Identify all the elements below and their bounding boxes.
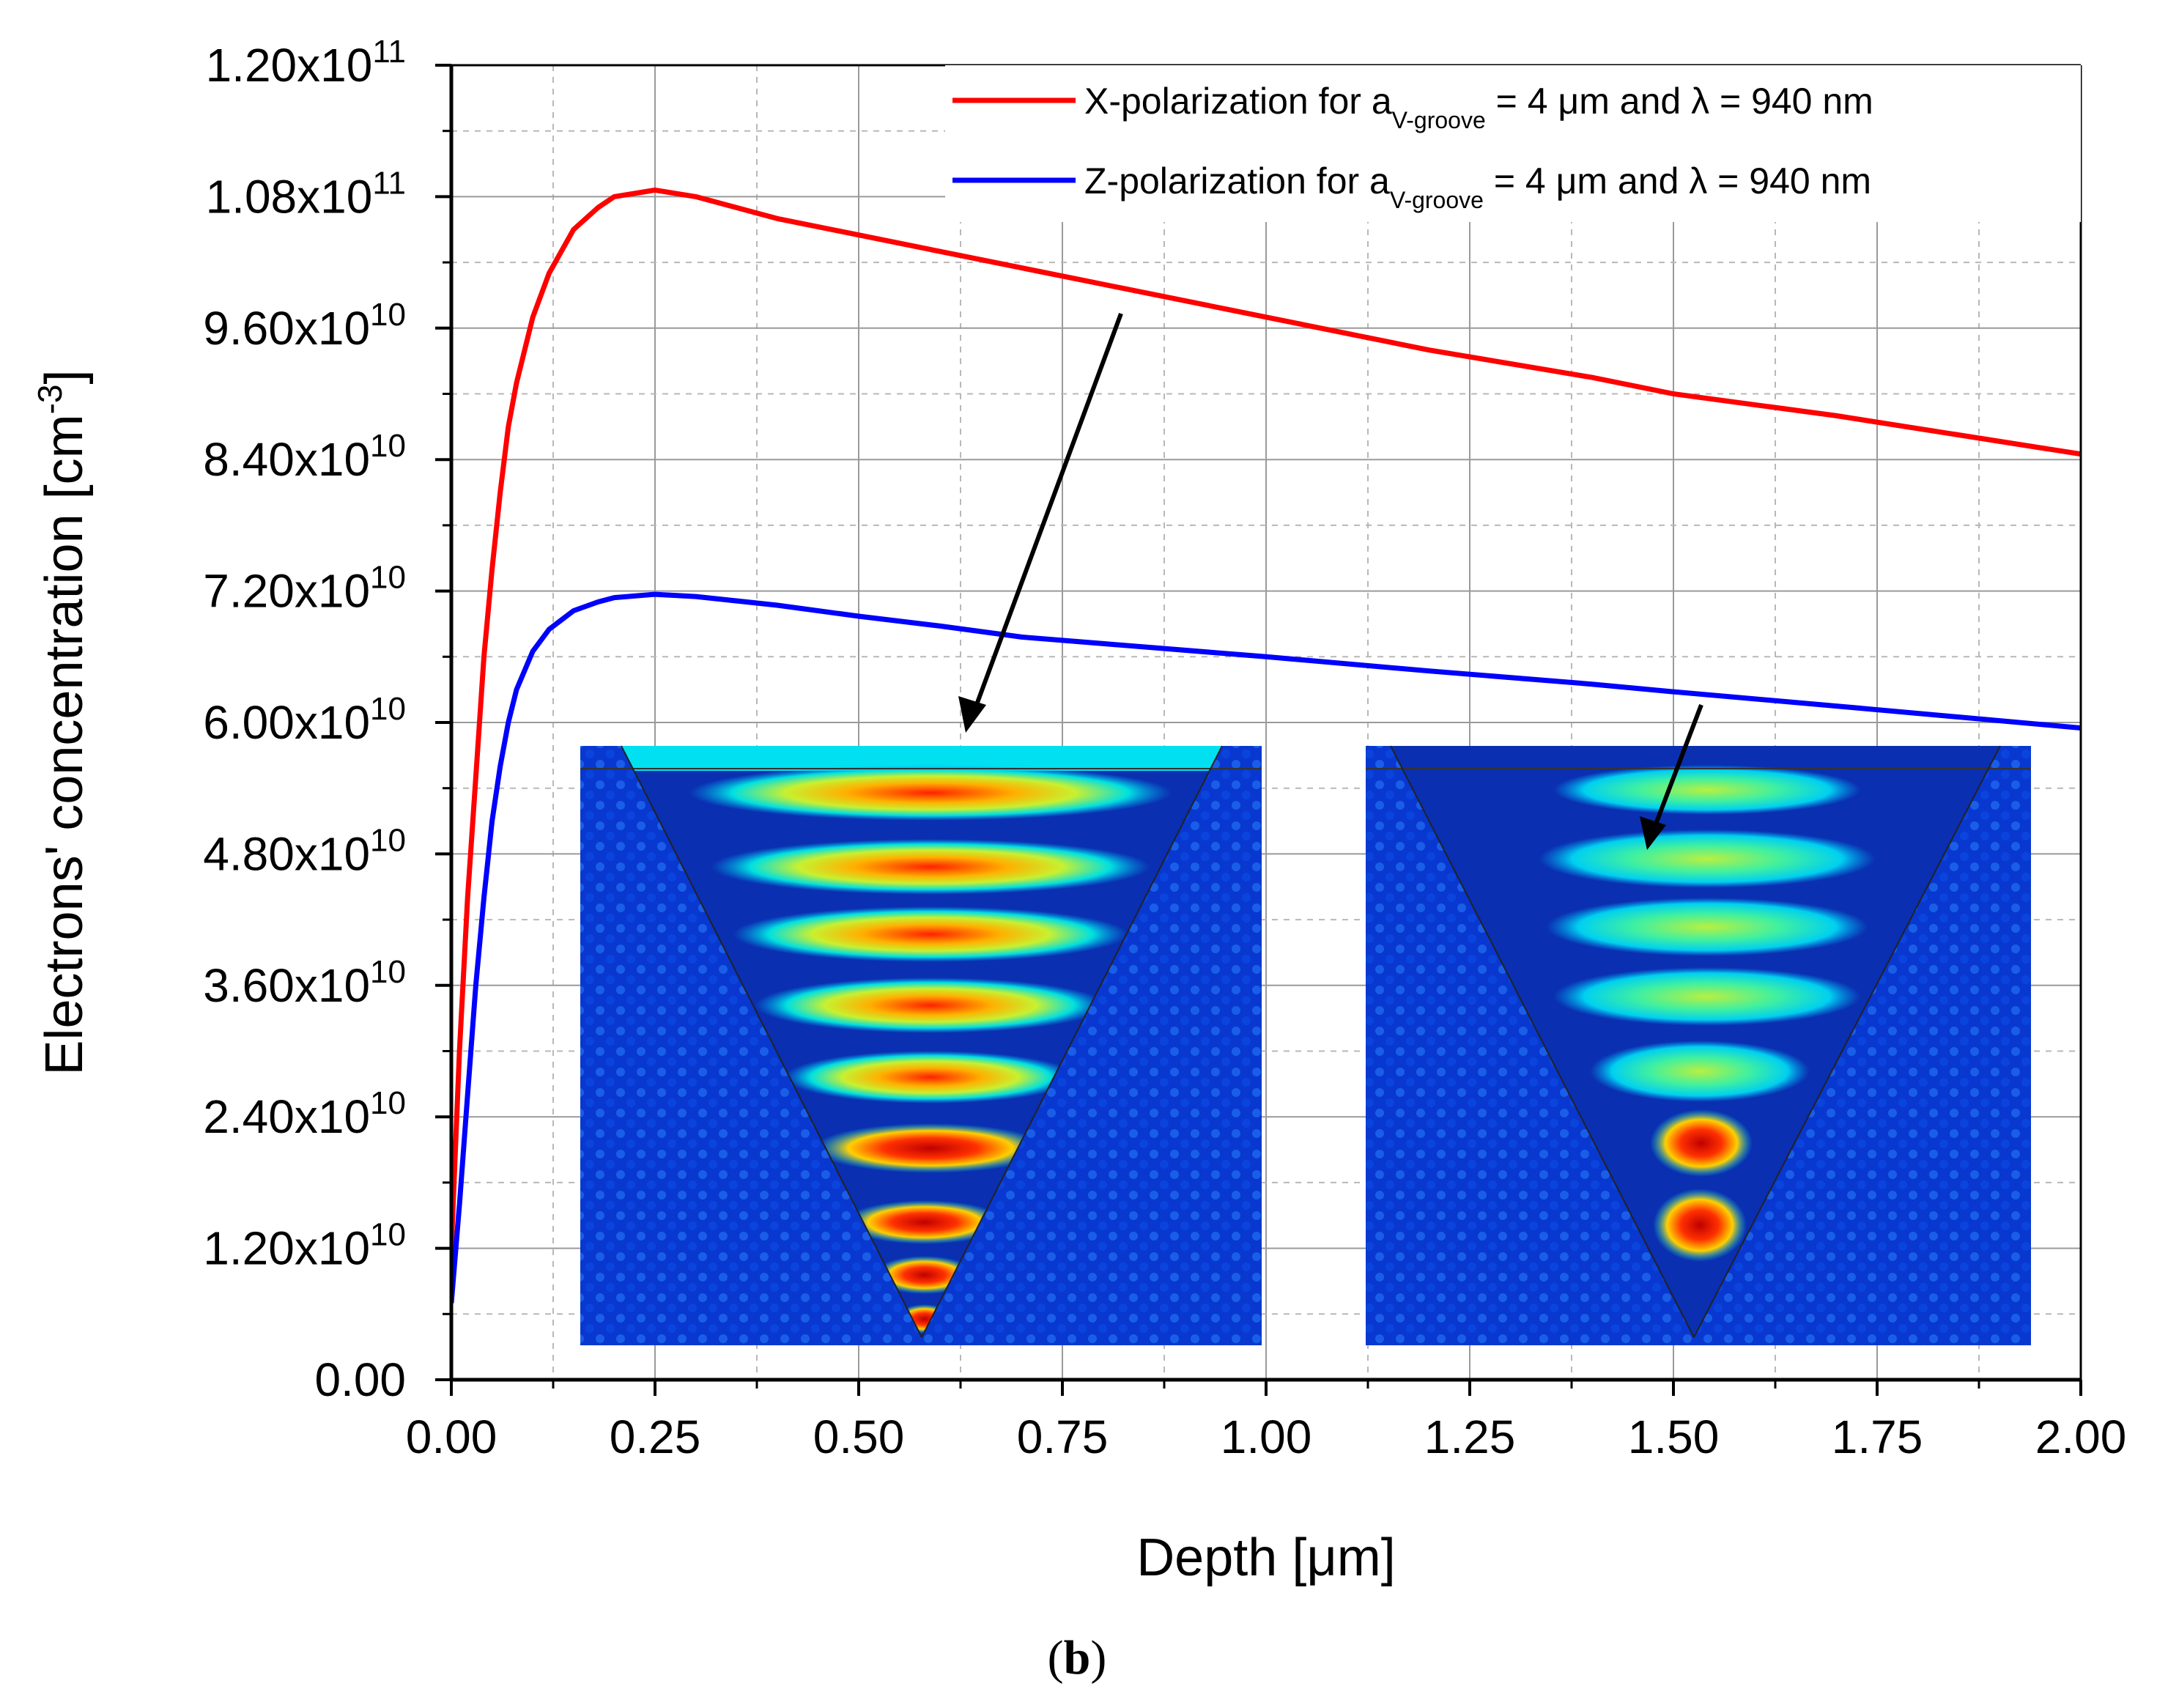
x-tick-label: 0.75 bbox=[1017, 1411, 1109, 1463]
x-axis-title: Depth [μm] bbox=[1136, 1528, 1396, 1587]
legend-label-z-polarization: Z-polarization for aV-groove = 4 μm and … bbox=[1084, 160, 1871, 213]
y-tick-label: 7.20x1010 bbox=[203, 560, 406, 618]
y-tick-label: 1.20x1011 bbox=[206, 34, 406, 92]
x-tick-label: 0.25 bbox=[610, 1411, 701, 1463]
legend-label-x-polarization: X-polarization for aV-groove = 4 μm and … bbox=[1084, 81, 1873, 133]
figure-caption: (b) bbox=[1048, 1631, 1107, 1685]
field-map-inset-z-polarization bbox=[1366, 745, 2031, 1345]
x-tick-label: 1.00 bbox=[1221, 1411, 1312, 1463]
y-tick-label: 6.00x1010 bbox=[203, 691, 406, 749]
x-tick-label: 1.50 bbox=[1628, 1411, 1720, 1463]
arrow-to-x-inset bbox=[971, 312, 1123, 716]
series-line-x-polarization bbox=[451, 187, 2081, 1249]
arrow-to-x-inset-head bbox=[958, 696, 986, 733]
y-tick-label: 2.40x1010 bbox=[203, 1085, 406, 1143]
x-tick-label: 1.25 bbox=[1424, 1411, 1516, 1463]
legend: X-polarization for aV-groove = 4 μm and … bbox=[945, 65, 2081, 222]
arrow-to-z-inset-head bbox=[1640, 816, 1666, 850]
x-tick-label: 1.75 bbox=[1832, 1411, 1923, 1463]
x-tick-label: 2.00 bbox=[2035, 1411, 2127, 1463]
y-tick-label: 3.60x1010 bbox=[203, 954, 406, 1012]
y-axis-title: Electrons' concentration [cm-3] bbox=[31, 369, 94, 1075]
series-line-z-polarization bbox=[451, 591, 2081, 1304]
y-tick-label: 1.20x1010 bbox=[203, 1217, 406, 1275]
y-axis-ticks: 0.00 1.20x1010 2.40x1010 3.60x1010 4.80x1010… bbox=[203, 34, 451, 1406]
y-tick-label: 9.60x1010 bbox=[203, 297, 406, 355]
arrow-to-z-inset bbox=[1651, 703, 1703, 833]
x-tick-label: 0.00 bbox=[406, 1411, 497, 1463]
y-tick-label: 1.08x1011 bbox=[206, 165, 406, 223]
x-tick-label: 0.50 bbox=[813, 1411, 905, 1463]
y-tick-label: 8.40x1010 bbox=[203, 428, 406, 486]
annotation-arrows bbox=[958, 312, 1703, 850]
field-map-inset-x-polarization bbox=[580, 745, 1262, 1345]
x-axis-ticks: 0.00 0.25 0.50 0.75 1.00 1.25 1.50 1.75 2.00 bbox=[406, 1380, 2127, 1463]
y-tick-label: 0.00 bbox=[314, 1353, 406, 1406]
y-tick-label: 4.80x1010 bbox=[203, 822, 406, 880]
